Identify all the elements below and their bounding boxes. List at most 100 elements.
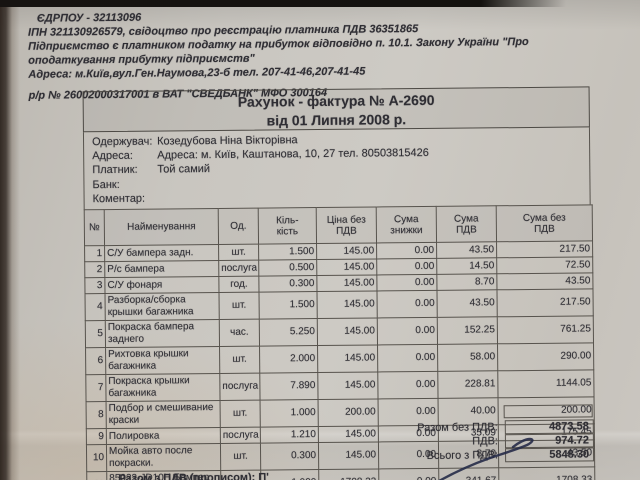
total-label: Всього з ПДВ: bbox=[426, 449, 499, 462]
cell-discount: 0.00 bbox=[376, 290, 438, 318]
col-header-name: Найменування bbox=[104, 208, 219, 246]
cell-qty: 1.500 bbox=[258, 291, 318, 320]
cell-price: 1708.33 bbox=[318, 468, 379, 480]
cell-unit: послуга bbox=[218, 260, 259, 277]
info-label: Адреса: bbox=[92, 149, 133, 163]
table-header-row: № Найменування Од. Кіль-кість Ціна без П… bbox=[84, 204, 593, 246]
info-value: Адреса: м. Київ, Каштанова, 10, 27 тел. … bbox=[157, 146, 429, 162]
cell-qty: 2.000 bbox=[259, 345, 318, 374]
col-header-vat: Сума ПДВ bbox=[436, 205, 497, 243]
cell-vat: 152.25 bbox=[437, 316, 498, 345]
parties-section: Одержувач: Козедубова Ніна Вікторівна Ад… bbox=[82, 127, 591, 210]
cell-vat: 43.50 bbox=[436, 289, 498, 318]
total-value: 4873.58 bbox=[504, 419, 594, 435]
cell-qty: 1.000 bbox=[260, 469, 319, 480]
cell-qty: 1.500 bbox=[258, 243, 317, 261]
cell-vat: 8.70 bbox=[436, 273, 497, 291]
info-label: Одержувач: bbox=[91, 135, 153, 149]
cell-price: 145.00 bbox=[316, 290, 378, 319]
cell-number: 10 bbox=[86, 444, 107, 472]
cell-sum: 1144.05 bbox=[497, 369, 595, 398]
cell-discount: 0.00 bbox=[376, 242, 437, 259]
cell-vat: 43.50 bbox=[436, 241, 497, 259]
cell-sum: 290.00 bbox=[497, 342, 594, 371]
cell-qty: 0.500 bbox=[258, 259, 317, 277]
cell-number: 4 bbox=[85, 293, 106, 321]
cell-name: Покраска бампера заднего bbox=[105, 319, 220, 348]
info-label: Банк: bbox=[92, 178, 120, 192]
cutoff-text: Разом з ПДВ (прописом): П' bbox=[118, 471, 269, 480]
info-row-recipient: Одержувач: Козедубова Ніна Вікторівна bbox=[92, 134, 298, 149]
cell-discount: 0.00 bbox=[376, 258, 437, 275]
cell-discount: 0.00 bbox=[377, 371, 439, 399]
cell-number: 2 bbox=[84, 261, 105, 278]
total-label: Разом без ПДВ: bbox=[417, 421, 498, 435]
cell-number: 6 bbox=[85, 347, 106, 375]
cell-price: 145.00 bbox=[316, 274, 377, 292]
cell-discount: 0.00 bbox=[376, 274, 437, 291]
cell-name: С/У бампера задн. bbox=[104, 244, 219, 262]
cell-number: 11 bbox=[86, 471, 107, 480]
cell-number: 1 bbox=[84, 245, 105, 262]
col-header-unit: Од. bbox=[218, 208, 259, 245]
cell-number: 8 bbox=[86, 401, 107, 429]
total-value: 974.72 bbox=[504, 433, 595, 449]
cell-sum: 217.50 bbox=[496, 288, 594, 317]
cell-price: 145.00 bbox=[317, 371, 379, 400]
cell-number: 3 bbox=[84, 277, 106, 294]
cell-vat: 14.50 bbox=[436, 257, 497, 275]
cell-sum: 72.50 bbox=[496, 256, 593, 274]
cell-unit: год. bbox=[218, 276, 259, 293]
info-row-bank: Банк: bbox=[92, 179, 157, 193]
cell-name: Разборка/сборка крышки багажника bbox=[105, 292, 220, 321]
col-header-qty: Кіль-кість bbox=[258, 207, 317, 245]
cell-price: 145.00 bbox=[317, 344, 378, 373]
cell-discount: 0.00 bbox=[378, 468, 439, 480]
photo-dark-edge-top bbox=[0, 0, 566, 7]
cell-unit: шт. bbox=[218, 292, 260, 320]
cell-sum: 1708.33 bbox=[498, 466, 595, 480]
cell-vat: 58.00 bbox=[437, 343, 498, 372]
total-label: ПДВ: bbox=[472, 435, 498, 448]
cell-price: 145.00 bbox=[316, 242, 377, 260]
cell-discount: 0.00 bbox=[377, 317, 438, 345]
cell-name: Р/с бампера bbox=[104, 260, 219, 278]
col-header-sum: Сума без ПДВ bbox=[496, 204, 593, 242]
info-row-comment: Коментар: bbox=[93, 193, 158, 207]
info-row-payer: Платник: Той самий bbox=[92, 163, 210, 177]
cell-name: С/У фонаря bbox=[104, 276, 219, 294]
cell-number: 5 bbox=[85, 320, 106, 348]
col-header-discount: Сума знижки bbox=[376, 206, 437, 243]
cell-vat: 228.81 bbox=[437, 370, 499, 399]
cell-price: 145.00 bbox=[316, 258, 377, 276]
cell-qty: 5.250 bbox=[259, 318, 318, 347]
total-value: 5848.30 bbox=[505, 447, 595, 463]
cell-name: Рихтовка крышки багажника bbox=[105, 346, 220, 375]
cell-vat: 341.67 bbox=[438, 467, 499, 480]
empty-total-box bbox=[503, 404, 593, 419]
cell-unit: час. bbox=[219, 319, 260, 347]
cell-sum: 43.50 bbox=[496, 272, 593, 290]
cell-sum: 217.50 bbox=[496, 240, 593, 258]
cell-number: 7 bbox=[85, 374, 107, 402]
info-row-address: Адреса: Адреса: м. Київ, Каштанова, 10, … bbox=[92, 147, 429, 163]
cell-qty: 0.300 bbox=[258, 275, 317, 293]
cell-discount: 0.00 bbox=[377, 344, 438, 372]
info-label: Платник: bbox=[92, 163, 138, 177]
info-label: Коментар: bbox=[92, 192, 146, 206]
info-value: Той самий bbox=[157, 163, 211, 176]
cell-name: Покраска крышки багажника bbox=[105, 373, 221, 402]
cell-price: 145.00 bbox=[317, 317, 378, 346]
cell-unit: послуга bbox=[219, 373, 261, 401]
cell-unit: шт. bbox=[219, 346, 260, 374]
cell-unit: шт. bbox=[218, 244, 259, 261]
info-value: Козедубова Ніна Вікторівна bbox=[157, 134, 298, 148]
cell-number: 9 bbox=[86, 428, 107, 445]
col-header-number: № bbox=[84, 209, 105, 246]
cell-sum: 761.25 bbox=[497, 315, 594, 344]
col-header-price: Ціна без ПДВ bbox=[316, 206, 377, 244]
invoice-title-box: Рахунок - фактура № А-2690 від 01 Липня … bbox=[82, 86, 590, 133]
cell-qty: 7.890 bbox=[259, 372, 319, 401]
